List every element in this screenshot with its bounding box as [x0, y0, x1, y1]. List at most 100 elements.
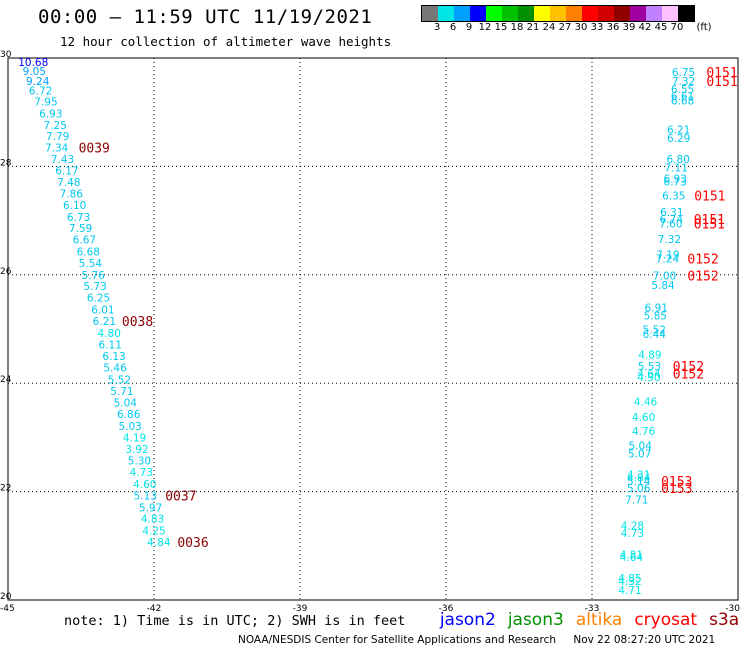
right-pass-swh-label: 5.52 — [643, 325, 666, 337]
left-pass-swh-label: 5.71 — [110, 386, 133, 398]
legend-tick-label: 45 — [654, 22, 668, 33]
right-pass-swh-label: 6.93 — [664, 173, 687, 185]
right-pass-swh-label: 5.84 — [651, 280, 675, 292]
left-pass-swh-label: 6.72 — [29, 86, 52, 98]
right-pass-time-label: 0152 — [687, 269, 718, 284]
left-pass-swh-label: 5.54 — [79, 258, 103, 270]
left-pass-swh-label: 4.60 — [133, 479, 156, 491]
right-pass-swh-label: 7.32 — [658, 234, 681, 246]
legend-tick-label: 3 — [433, 22, 441, 33]
right-pass-swh-label: 4.31 — [627, 469, 650, 481]
satellite-legend: jason2 jason3 altika cryosat s3a — [439, 610, 740, 630]
right-pass-swh-label: 6.73 — [664, 177, 687, 189]
left-pass-swh-label: 7.59 — [69, 223, 92, 235]
left-pass-swh-label: 9.24 — [26, 76, 50, 88]
footer-organization: NOAA/NESDIS Center for Satellite Applica… — [238, 634, 556, 646]
right-pass-swh-label: 4.89 — [638, 349, 661, 361]
legend-swatch — [438, 6, 454, 21]
x-tick-label: -36 — [439, 604, 454, 614]
x-tick-label: -33 — [585, 604, 600, 614]
right-pass-swh-label: 6.75 — [672, 67, 695, 79]
right-pass-swh-label: 6.61 — [671, 91, 694, 103]
left-pass-swh-label: 6.17 — [55, 166, 78, 178]
right-pass-swh-label: 7.11 — [665, 162, 688, 174]
legend-swatch — [662, 6, 678, 21]
left-pass-swh-label: 7.43 — [51, 154, 74, 166]
x-tick-label: -39 — [293, 604, 308, 614]
satellite-label: jason2 — [439, 610, 496, 630]
right-pass-swh-label: 7.19 — [656, 250, 679, 262]
right-pass-swh-label: 4.81 — [620, 549, 643, 561]
left-pass-swh-label: 5.73 — [83, 281, 106, 293]
right-pass-swh-label: 5.53 — [638, 361, 661, 373]
legend-swatch — [502, 6, 518, 21]
left-pass-time-label: 0038 — [122, 315, 153, 330]
x-tick-label: -30 — [725, 604, 740, 614]
x-tick-label: -42 — [147, 604, 162, 614]
legend-tick-label: 27 — [558, 22, 572, 33]
left-pass-swh-label: 9.05 — [23, 66, 46, 78]
right-pass-swh-label: 4.71 — [618, 585, 641, 597]
left-pass-swh-label: 6.25 — [87, 293, 110, 305]
left-pass-swh-label: 7.79 — [46, 131, 69, 143]
legend-swatch — [518, 6, 534, 21]
left-pass-swh-label: 7.48 — [57, 177, 80, 189]
right-pass-time-label: 0152 — [673, 367, 704, 382]
legend-tick-label: 36 — [606, 22, 620, 33]
satellite-label: cryosat — [634, 610, 698, 630]
right-pass-swh-label: 6.55 — [671, 84, 694, 96]
legend-tick-label: 9 — [465, 22, 473, 33]
left-pass-time-label: 0039 — [79, 141, 110, 156]
legend-tick-label: 15 — [494, 22, 508, 33]
legend-swatch — [534, 6, 550, 21]
left-pass-swh-label: 6.11 — [99, 340, 122, 352]
legend-tick-label: 33 — [590, 22, 604, 33]
satellite-label: s3a — [709, 610, 740, 630]
legend-tick-label: 24 — [542, 22, 556, 33]
legend-tick-label: 39 — [622, 22, 636, 33]
legend-tick-label: 42 — [638, 22, 652, 33]
right-pass-time-label: 0153 — [661, 482, 692, 497]
x-tick-label: -45 — [0, 604, 15, 614]
legend-swatch — [614, 6, 630, 21]
left-pass-time-label: 0036 — [177, 536, 208, 551]
left-pass-swh-label: 7.86 — [60, 189, 84, 201]
right-pass-time-label: 0151 — [694, 217, 725, 232]
left-pass-swh-label: 4.19 — [123, 432, 146, 444]
right-pass-time-label: 0151 — [706, 75, 737, 90]
left-pass-swh-label: 6.21 — [93, 316, 116, 328]
right-pass-swh-label: 7.71 — [625, 495, 648, 507]
satellite-label: altika — [575, 610, 623, 630]
right-pass-swh-label: 6.29 — [667, 133, 690, 145]
plot-frame — [7, 57, 739, 601]
right-pass-swh-label: 5.07 — [628, 449, 651, 461]
right-pass-swh-label: 7.24 — [656, 254, 680, 266]
right-pass-swh-label: 5.06 — [627, 483, 651, 495]
left-pass-swh-label: 5.52 — [108, 374, 131, 386]
legend-labels: 3 6 9 12 15 18 21 24 27 30 33 36 39 42 45 70 (ft) — [421, 22, 740, 36]
right-pass-swh-label: 6.91 — [645, 302, 668, 314]
legend-unit: (ft) — [696, 22, 712, 33]
legend-tick-label: 12 — [478, 22, 492, 33]
left-pass-swh-label: 3.92 — [125, 444, 148, 456]
left-pass-swh-label: 6.67 — [73, 235, 96, 247]
color-legend: 3 6 9 12 15 18 21 24 27 30 33 36 39 42 45 70 (ft) — [421, 5, 712, 33]
right-pass-swh-label: 6.80 — [666, 154, 689, 166]
legend-swatch — [598, 6, 614, 21]
left-pass-swh-label: 5.04 — [114, 398, 138, 410]
left-pass-swh-label: 6.10 — [63, 200, 86, 212]
chart-subtitle: 12 hour collection of altimeter wave hei… — [60, 34, 392, 49]
legend-color-bar — [421, 5, 695, 22]
left-pass-swh-label: 5.30 — [128, 456, 151, 468]
footer-timestamp: Nov 22 08:27:20 UTC 2021 — [573, 634, 716, 646]
footer-credit: NOAA/NESDIS Center for Satellite Applica… — [238, 634, 715, 646]
legend-swatch — [486, 6, 502, 21]
right-pass-time-label: 0152 — [673, 360, 704, 375]
left-pass-swh-label: 5.03 — [118, 421, 141, 433]
right-pass-swh-label: 6.44 — [643, 329, 667, 341]
right-pass-swh-label: 6.21 — [667, 125, 690, 137]
right-pass-swh-label: 4.46 — [634, 397, 658, 409]
legend-tick-label: 70 — [670, 22, 684, 33]
right-pass-swh-label: 5.85 — [644, 310, 667, 322]
left-pass-swh-label: 4.84 — [147, 537, 171, 549]
